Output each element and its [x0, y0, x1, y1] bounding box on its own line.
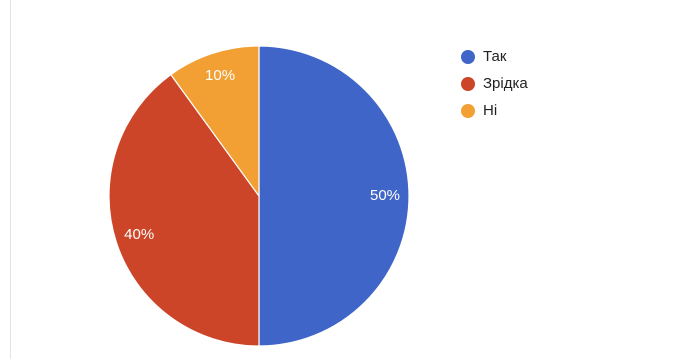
legend-swatch — [461, 103, 475, 118]
slice-3 — [169, 45, 260, 198]
legend-label: Так — [483, 48, 507, 65]
slice-1 — [258, 45, 410, 347]
chart-legend: Так Зрідка Ні — [461, 43, 528, 124]
legend-item-1: Так — [461, 43, 528, 70]
legend-swatch — [461, 76, 475, 91]
legend-label: Ні — [483, 102, 498, 119]
legend-item-3: Ні — [461, 97, 528, 124]
legend-label: Зрідка — [483, 75, 528, 92]
slice-2 — [108, 73, 260, 347]
slice-1-label: 50% — [370, 187, 400, 204]
left-border — [10, 0, 11, 359]
slice-2-label: 40% — [124, 226, 154, 243]
slice-3-label: 10% — [205, 67, 235, 84]
legend-item-2: Зрідка — [461, 70, 528, 97]
legend-swatch — [461, 49, 475, 64]
